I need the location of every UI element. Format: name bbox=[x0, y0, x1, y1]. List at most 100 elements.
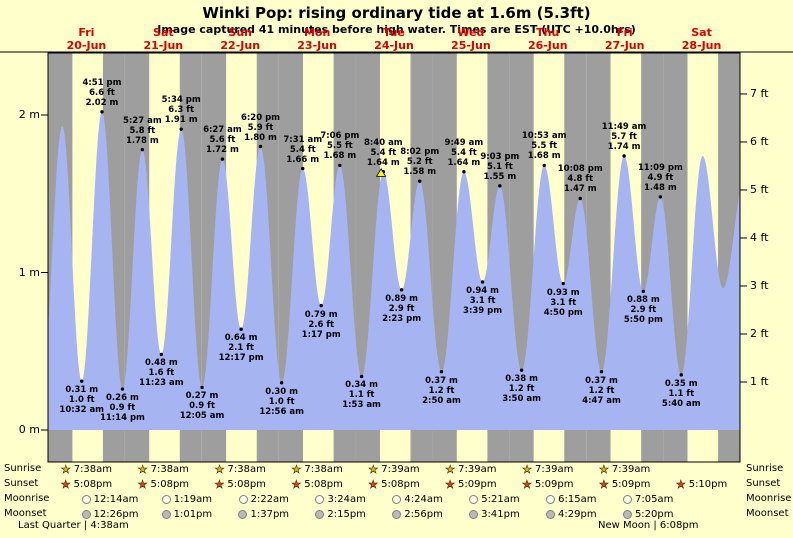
moonrise-time-entry: 1:19am bbox=[152, 492, 222, 506]
sunrise-star-icon: ★ bbox=[599, 462, 609, 476]
y-axis-label-ft: 2 ft bbox=[750, 326, 769, 340]
date-label-date: 28-Jun bbox=[681, 39, 722, 52]
sunset-time-entry: ★ 5:09pm bbox=[590, 477, 660, 491]
moonrise-circle-icon bbox=[623, 494, 633, 504]
sunset-row-label-left: Sunset bbox=[4, 478, 39, 489]
annotation-line: 1.64 m bbox=[447, 157, 481, 168]
moonrise-time-entry: 3:24am bbox=[306, 492, 376, 506]
low-tide-annotation: 0.93 m 3.1 ft 4:50 pm bbox=[539, 288, 587, 318]
sunrise-row-label-right: Sunrise bbox=[746, 463, 784, 474]
annotation-line: 5:50 pm bbox=[623, 315, 663, 326]
annotation-line: 1.0 ft bbox=[268, 396, 295, 407]
moonset-circle-icon bbox=[315, 509, 325, 519]
sunrise-star-icon: ★ bbox=[214, 462, 225, 476]
moonset-time: 12:26pm bbox=[93, 508, 139, 520]
moonset-time-entry: 1:37pm bbox=[229, 507, 299, 521]
annotation-line: 11:23 am bbox=[139, 378, 184, 389]
y-axis-label-ft: 5 ft bbox=[750, 182, 769, 196]
annotation-line: 8:02 pm bbox=[400, 147, 440, 158]
annotation-line: 1.47 m bbox=[563, 184, 597, 195]
sunrise-time-entry: ★ 7:38am bbox=[205, 462, 275, 476]
tide-point-dot bbox=[418, 179, 422, 183]
annotation-line: 1.2 ft bbox=[588, 385, 615, 396]
sunrise-time-entry: ★ 7:39am bbox=[359, 462, 429, 476]
high-tide-annotation: 6:27 am 5.6 ft 1.72 m bbox=[198, 125, 246, 155]
moonrise-time: 6:15am bbox=[558, 493, 597, 505]
tide-point-dot bbox=[359, 374, 364, 379]
annotation-line: 6:27 am bbox=[203, 125, 242, 136]
date-label: Tue 24-Jun bbox=[362, 26, 426, 52]
tide-point-dot bbox=[519, 368, 524, 372]
sunrise-time: 7:38am bbox=[304, 463, 343, 475]
sunrise-star-icon: ★ bbox=[60, 462, 71, 476]
moonset-circle-icon bbox=[392, 509, 402, 519]
moonset-time-entry: 2:56pm bbox=[383, 507, 453, 521]
tide-point-dot bbox=[279, 381, 284, 385]
sunset-time: 5:08pm bbox=[73, 478, 113, 490]
sunset-star-icon: ★ bbox=[445, 477, 456, 491]
sunset-time-entry: ★ 5:09pm bbox=[436, 477, 506, 491]
moonset-time: 1:01pm bbox=[173, 508, 213, 520]
annotation-line: 0.48 m bbox=[144, 358, 178, 369]
annotation-line: 0.37 m bbox=[425, 375, 458, 386]
tide-point-dot bbox=[140, 147, 145, 152]
sunrise-row-label-left: Sunrise bbox=[4, 463, 42, 474]
tide-point-dot bbox=[80, 379, 84, 383]
y-axis-label-m: 0 m bbox=[18, 423, 40, 436]
moonrise-time: 3:24am bbox=[327, 493, 366, 505]
date-label: Sun 22-Jun bbox=[208, 26, 272, 52]
tide-point-dot bbox=[622, 154, 626, 158]
moonrise-time-entry: 4:24am bbox=[383, 492, 453, 506]
annotation-line: 5.4 ft bbox=[370, 147, 397, 158]
low-tide-annotation: 0.27 m 0.9 ft 12:05 am bbox=[178, 391, 226, 421]
annotation-line: 7:31 am bbox=[283, 134, 323, 145]
tide-point-dot bbox=[319, 303, 323, 308]
moonrise-time-entry: 6:15am bbox=[536, 492, 606, 506]
moonrise-time-entry: 2:22am bbox=[229, 492, 299, 506]
tide-point-dot bbox=[239, 327, 243, 331]
annotation-line: 5.9 ft bbox=[247, 122, 274, 133]
moonset-time: 3:41pm bbox=[481, 508, 520, 520]
low-tide-annotation: 0.88 m 2.9 ft 5:50 pm bbox=[619, 295, 667, 325]
y-axis-label-ft: 1 ft bbox=[750, 374, 769, 388]
annotation-line: 5.5 ft bbox=[531, 141, 558, 152]
sunrise-time: 7:38am bbox=[227, 463, 266, 475]
high-tide-annotation: 8:40 am 5.4 ft 1.64 m bbox=[359, 138, 407, 168]
moonset-circle-icon bbox=[546, 509, 556, 519]
moonrise-circle-icon bbox=[238, 494, 248, 504]
annotation-line: 10:32 am bbox=[59, 405, 105, 416]
sunset-star-icon: ★ bbox=[675, 477, 686, 491]
moonrise-time-entry: 7:05am bbox=[613, 492, 683, 506]
sunset-time: 5:09pm bbox=[611, 478, 651, 490]
moonset-circle-icon bbox=[81, 509, 91, 519]
annotation-line: 1:17 pm bbox=[301, 329, 341, 340]
annotation-line: 4.8 ft bbox=[567, 174, 594, 185]
date-label-dow: Mon bbox=[303, 26, 331, 39]
annotation-line: 2:23 pm bbox=[382, 313, 422, 324]
sunset-time-entry: ★ 5:08pm bbox=[359, 477, 429, 491]
high-tide-annotation: 5:27 am 5.8 ft 1.78 m bbox=[118, 116, 166, 146]
high-tide-annotation: 10:53 am 5.5 ft 1.68 m bbox=[520, 131, 568, 161]
moonset-time-entry: 12:26pm bbox=[75, 507, 145, 521]
annotation-line: 1.0 ft bbox=[68, 395, 95, 406]
low-tide-annotation: 0.26 m 0.9 ft 11:14 pm bbox=[98, 393, 146, 423]
current-time-marker-icon bbox=[375, 168, 387, 177]
low-tide-annotation: 0.94 m 3.1 ft 3:39 pm bbox=[459, 286, 507, 316]
moonrise-circle-icon bbox=[81, 494, 91, 504]
low-tide-annotation: 0.64 m 2.1 ft 12:17 pm bbox=[217, 333, 265, 363]
y-axis-label-m: 1 m bbox=[18, 265, 40, 279]
date-label: Thu 26-Jun bbox=[516, 26, 580, 52]
high-tide-annotation: 9:49 am 5.4 ft 1.64 m bbox=[440, 138, 488, 168]
tide-point-dot bbox=[301, 166, 305, 171]
sunrise-time: 7:38am bbox=[73, 463, 113, 475]
annotation-line: 1.48 m bbox=[643, 182, 677, 193]
annotation-line: 1.74 m bbox=[607, 141, 641, 152]
high-tide-annotation: 6:20 pm 5.9 ft 1.80 m bbox=[237, 113, 285, 143]
annotation-line: 6:20 pm bbox=[240, 112, 281, 123]
moonrise-time-entry: 12:14am bbox=[75, 492, 145, 506]
date-label-date: 23-Jun bbox=[297, 39, 337, 52]
moonrise-row-label-left: Moonrise bbox=[4, 493, 50, 504]
annotation-line: 5:27 am bbox=[122, 115, 162, 126]
annotation-line: 5.2 ft bbox=[406, 157, 433, 168]
date-label: Sat 21-Jun bbox=[131, 26, 195, 52]
